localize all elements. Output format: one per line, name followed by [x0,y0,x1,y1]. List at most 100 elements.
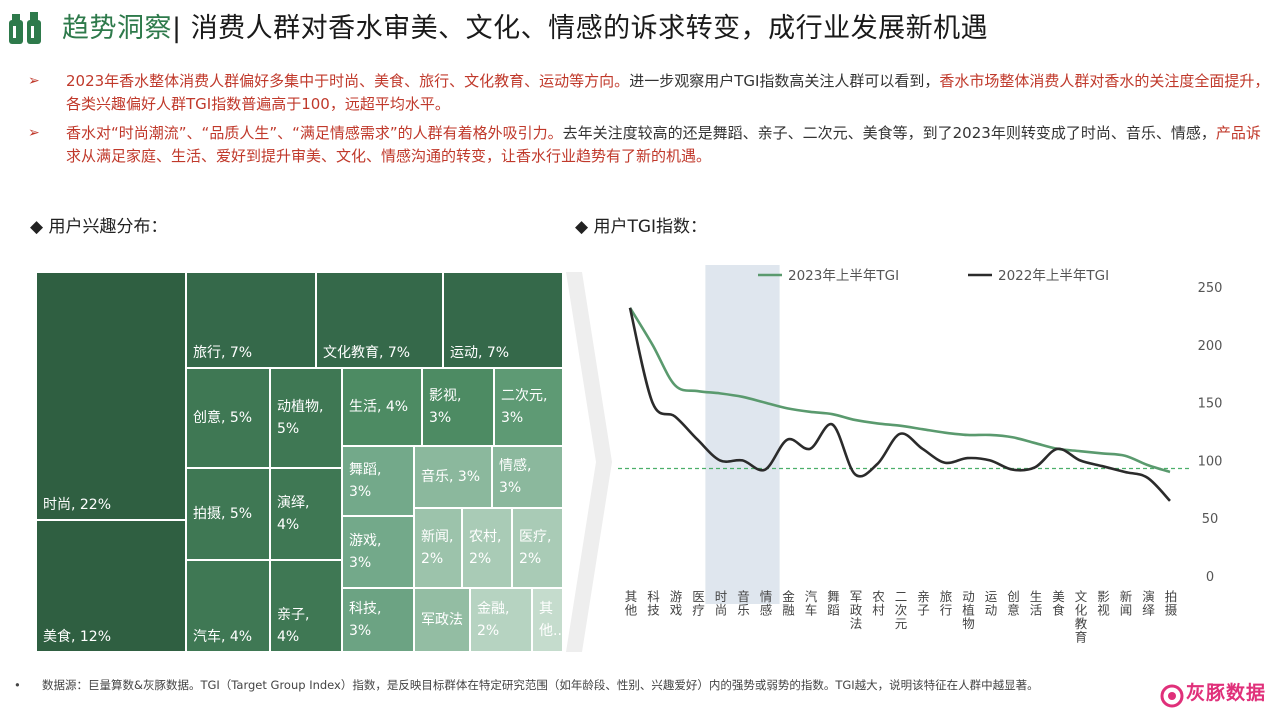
interest-treemap: 时尚, 22% 美食, 12% 旅行, 7% 文化教育, 7% 运动, 7% 创意, 5%… [36,272,563,652]
insight-bullets: ➢ 2023年香水整体消费人群偏好多集中于时尚、美食、旅行、文化教育、运动等方向… [28,70,1273,174]
treemap-tile: 游戏, 3% [342,516,414,588]
x-category-label: 亲子 [915,590,930,617]
x-category-label: 金融 [780,589,795,617]
treemap-tile-label: 运动, 7% [450,345,510,361]
treemap-tile: 音乐, 3% [414,446,492,508]
treemap-tile: 军政法 [414,588,470,652]
bullet-2-red: 香水对“时尚潮流”、“品质人生”、“满足情感需求”的人群有着格外吸引力。 [66,124,563,142]
treemap-tile: 舞蹈, 3% [342,446,414,516]
treemap-tile: 美食, 12% [36,520,186,652]
treemap-tile-label: 音乐, 3% [421,469,481,485]
tgi-index-title: ◆ 用户TGI指数： [575,217,708,237]
treemap-tile-label: 文化教育, 7% [323,345,411,361]
treemap-tile: 文化教育, 7% [316,272,443,368]
treemap-tile-label: 旅行, 7% [193,345,253,361]
highlight-band [705,265,780,604]
series-line-2022 [628,307,1171,502]
title-accent: 趋势洞察 [62,13,172,44]
perfume-bottles-logo-icon [9,12,41,44]
x-category-label: 动植物 [960,590,975,631]
x-category-label: 游戏 [668,590,683,617]
treemap-tile-label: 拍摄, 5% [193,506,253,522]
treemap-tile: 农村, 2% [462,508,512,588]
x-category-label: 医疗 [690,590,705,617]
arrow-bullet-icon: ➢ [28,125,40,141]
footer-bullet: • [14,678,21,692]
treemap-tile-label: 农村, 2% [469,529,502,567]
title-main: 消费人群对香水审美、文化、情感的诉求转变，成行业发展新机遇 [190,13,989,44]
brand-logo-icon [1160,684,1184,708]
treemap-tile: 亲子, 4% [270,560,342,652]
treemap-tile-label: 医疗, 2% [519,529,552,567]
y-tick-label: 150 [1198,397,1223,412]
treemap-tile: 二次元, 3% [494,368,563,446]
x-category-label: 情感 [758,590,773,617]
bullet-2-normal: 去年关注度较高的还是舞蹈、亲子、二次元、美食等，到了2023年则转变成了时尚、音… [562,124,1216,142]
treemap-tile-label: 时尚, 22% [43,497,112,513]
x-category-label: 农村 [870,590,885,617]
treemap-tile: 旅行, 7% [186,272,316,368]
x-category-label: 汽车 [803,589,818,617]
treemap-tile: 创意, 5% [186,368,270,468]
treemap-tile: 其他... [532,588,563,652]
x-category-label: 创意 [1005,590,1020,617]
treemap-tile: 新闻, 2% [414,508,462,588]
x-category-label: 拍摄 [1163,589,1178,617]
y-tick-label: 0 [1206,570,1214,585]
x-category-label: 其他 [623,590,638,617]
treemap-tile-label: 创意, 5% [193,410,253,426]
treemap-tile: 影视, 3% [422,368,494,446]
treemap-tile: 时尚, 22% [36,272,186,520]
treemap-tile-label: 科技, 3% [349,601,382,639]
x-category-label: 演绎 [1140,589,1155,617]
treemap-tile: 金融, 2% [470,588,532,652]
x-category-label: 舞蹈 [825,590,840,617]
insight-bullet-2: ➢ 香水对“时尚潮流”、“品质人生”、“满足情感需求”的人群有着格外吸引力。去年… [28,122,1273,168]
x-category-label: 美食 [1050,590,1065,617]
data-source-note: • 数据源：巨量算数&灰豚数据。TGI（Target Group Index）指… [14,678,1214,693]
treemap-tile-label: 二次元, 3% [501,388,548,426]
treemap-tile-label: 情感, 3% [499,458,532,496]
treemap-tile: 运动, 7% [443,272,563,368]
x-category-label: 影视 [1095,590,1110,617]
y-tick-label: 50 [1202,512,1219,527]
treemap-tile: 生活, 4% [342,368,422,446]
y-tick-label: 250 [1198,281,1223,296]
treemap-tile-label: 汽车, 4% [193,629,253,645]
x-category-label: 二次元 [893,590,908,631]
bullet-1-red2: 香水市场整体消费人群对香水的关注度全面提升，各类兴趣偏好人群TGI指数普遍高于1… [66,72,1270,113]
page-title: 趋势洞察| 消费人群对香水审美、文化、情感的诉求转变，成行业发展新机遇 [62,6,988,45]
treemap-tile-label: 舞蹈, 3% [349,462,382,500]
legend-label: 2023年上半年TGI [788,268,899,284]
chevron-divider-icon [566,272,612,652]
x-category-label: 科技 [645,590,660,617]
treemap-tile-label: 美食, 12% [43,629,112,645]
treemap-tile-label: 金融, 2% [477,601,510,639]
interest-distribution-title: ◆ 用户兴趣分布： [30,217,168,237]
bullet-2-red2: 产品诉求从满足家庭、生活、爱好到提升审美、文化、情感沟通的转变，让香水行业趋势有… [66,124,1261,165]
treemap-tile-label: 动植物, 5% [277,399,324,437]
data-source-text: 数据源：巨量算数&灰豚数据。TGI（Target Group Index）指数，… [42,678,1039,692]
treemap-tile: 汽车, 4% [186,560,270,652]
treemap-tile-label: 演绎, 4% [277,495,310,533]
x-category-label: 生活 [1028,590,1043,617]
tgi-line-chart: 0 50 100 150 200 250 其他 科技 游戏 医疗 时尚 音乐 情感 金融 汽车 舞蹈 军政法 农村… [618,265,1223,644]
treemap-tile: 情感, 3% [492,446,563,508]
series-line-2023 [628,307,1171,474]
treemap-tile: 医疗, 2% [512,508,563,588]
treemap-tile-label: 其他... [539,601,562,639]
treemap-tile-label: 新闻, 2% [421,529,454,567]
treemap-tile-label: 游戏, 3% [349,533,382,571]
x-category-label: 运动 [983,590,998,617]
x-category-label: 时尚 [713,590,728,617]
insight-bullet-1: ➢ 2023年香水整体消费人群偏好多集中于时尚、美食、旅行、文化教育、运动等方向… [28,70,1273,116]
treemap-tile: 科技, 3% [342,588,414,652]
treemap-tile-label: 影视, 3% [429,388,462,426]
x-category-label: 音乐 [735,589,750,617]
x-category-label: 新闻 [1118,589,1133,617]
y-tick-label: 200 [1198,339,1223,354]
x-category-label: 军政法 [848,590,863,631]
treemap-tile-label: 亲子, 4% [277,607,310,645]
legend-label: 2022年上半年TGI [998,268,1109,284]
treemap-tile: 演绎, 4% [270,468,342,560]
